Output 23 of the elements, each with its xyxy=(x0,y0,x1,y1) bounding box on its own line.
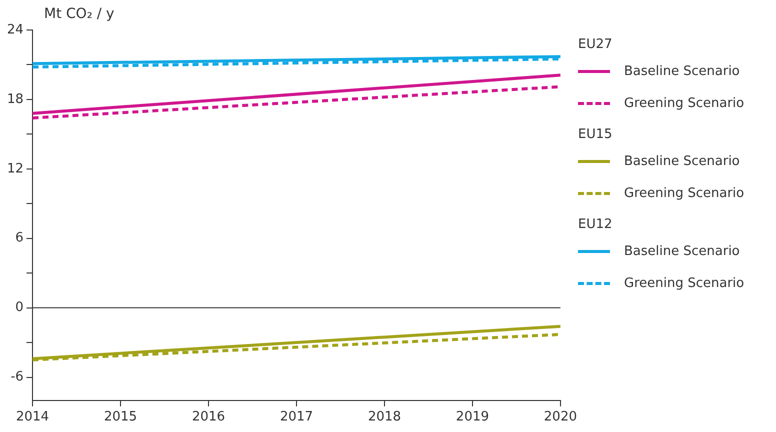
text: EU15 xyxy=(578,126,614,144)
x-tick-label: 2017 xyxy=(280,410,314,425)
y-tick-label: 24 xyxy=(6,22,24,38)
y-tick-label: 0 xyxy=(15,300,24,316)
x-tick-label: 2018 xyxy=(368,410,402,425)
y-tick-label: 18 xyxy=(6,92,24,107)
legend-label: Greening Scenario xyxy=(624,276,744,290)
legend-label: Baseline Scenario xyxy=(624,64,740,78)
y-tick-label: -6 xyxy=(10,370,24,385)
legend-label: Baseline Scenario xyxy=(624,154,740,168)
legend-label: Baseline Scenario xyxy=(624,244,740,258)
text: EU12 xyxy=(578,216,614,234)
x-tick-label: 2015 xyxy=(104,410,138,425)
y-tick-label: 12 xyxy=(6,161,24,176)
legend-label: Greening Scenario xyxy=(624,96,744,110)
x-tick-label: 2016 xyxy=(192,410,226,425)
legend-label: Greening Scenario xyxy=(624,186,744,200)
x-tick-label: 2019 xyxy=(456,410,490,425)
x-tick-label: 2014 xyxy=(16,410,50,425)
y-axis-title: Mt CO₂ / y xyxy=(44,6,114,22)
x-tick-label: 2020 xyxy=(544,410,578,425)
y-tick-label: 6 xyxy=(15,230,24,246)
text: EU27 xyxy=(578,36,614,54)
